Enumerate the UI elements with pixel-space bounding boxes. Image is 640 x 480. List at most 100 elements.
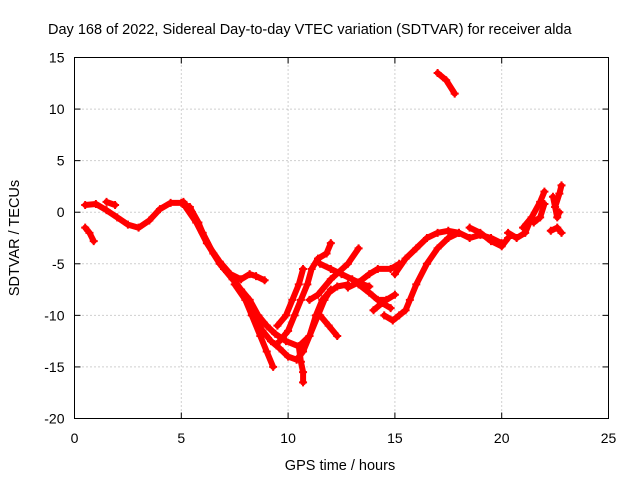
x-tick-label: 0 — [71, 430, 79, 446]
chart-title: Day 168 of 2022, Sidereal Day-to-day VTE… — [48, 22, 573, 38]
data-point-marker — [288, 295, 297, 304]
data-point-marker — [555, 189, 564, 198]
data-point-marker — [388, 316, 397, 325]
data-point-marker — [241, 295, 250, 304]
data-point-marker — [284, 352, 293, 361]
data-point-marker — [422, 259, 431, 268]
x-tick-label: 25 — [601, 430, 617, 446]
data-point-marker — [260, 276, 269, 285]
data-point-marker — [380, 311, 389, 320]
data-point-marker — [536, 213, 545, 222]
data-point-marker — [401, 254, 410, 263]
data-point-marker — [258, 326, 267, 335]
data-point-marker — [386, 264, 395, 273]
data-point-marker — [91, 199, 100, 208]
data-point-marker — [192, 218, 201, 227]
data-point-marker — [179, 197, 188, 206]
data-point-marker — [412, 244, 421, 253]
plot-frame — [74, 57, 609, 419]
data-point-marker — [465, 223, 474, 232]
data-point-marker — [354, 280, 363, 289]
data-point-marker — [215, 259, 224, 268]
data-point-marker — [134, 223, 143, 232]
data-point-marker — [504, 228, 513, 237]
y-tick-label: 0 — [57, 204, 65, 220]
x-tick-label: 5 — [177, 430, 185, 446]
data-point-marker — [553, 223, 562, 232]
data-point-marker — [273, 321, 282, 330]
data-point-marker — [262, 321, 271, 330]
data-point-marker — [275, 337, 284, 346]
data-point-marker — [519, 223, 528, 232]
series-track-2 — [82, 199, 268, 284]
data-point-marker — [145, 216, 154, 225]
x-tick-label: 20 — [494, 430, 510, 446]
data-point-marker — [299, 368, 308, 377]
series-track-21 — [520, 188, 548, 231]
data-point-marker — [314, 254, 323, 263]
data-point-marker — [294, 342, 303, 351]
data-point-marker — [487, 237, 496, 246]
data-point-marker — [245, 270, 254, 279]
data-point-marker — [390, 290, 399, 299]
data-point-marker — [303, 280, 312, 289]
data-point-marker — [386, 304, 395, 313]
data-point-marker — [365, 288, 374, 297]
data-point-marker — [333, 331, 342, 340]
y-tick-label: 15 — [49, 50, 65, 66]
series-track-9 — [295, 343, 307, 386]
y-tick-label: -20 — [44, 411, 64, 427]
data-point-marker — [102, 206, 111, 215]
y-tick-label: -15 — [44, 359, 64, 375]
data-point-marker — [324, 288, 333, 297]
data-point-marker — [450, 89, 459, 98]
data-point-marker — [343, 259, 352, 268]
data-point-marker — [81, 200, 90, 209]
data-point-marker — [228, 275, 237, 284]
data-point-marker — [555, 208, 564, 217]
data-point-marker — [230, 280, 239, 289]
data-point-marker — [557, 181, 566, 190]
data-point-marker — [252, 272, 261, 281]
data-point-marker — [529, 218, 538, 227]
data-point-marker — [476, 228, 485, 237]
data-point-marker — [267, 337, 276, 346]
data-point-marker — [540, 199, 549, 208]
data-point-marker — [369, 306, 378, 315]
series-track-15 — [381, 229, 505, 324]
data-point-marker — [181, 203, 190, 212]
data-point-marker — [314, 290, 323, 299]
data-point-marker — [113, 213, 122, 222]
data-point-marker — [316, 259, 325, 268]
data-point-marker — [546, 226, 555, 235]
series-track-20 — [505, 219, 533, 241]
data-point-marker — [155, 205, 164, 214]
data-point-marker — [271, 329, 280, 338]
data-point-marker — [390, 270, 399, 279]
data-point-marker — [85, 228, 94, 237]
data-point-marker — [512, 234, 521, 242]
data-point-marker — [305, 331, 314, 340]
data-point-marker — [275, 344, 284, 353]
data-point-marker — [202, 239, 211, 248]
data-point-marker — [465, 234, 474, 242]
data-point-marker — [373, 264, 382, 273]
data-point-marker — [262, 347, 271, 356]
data-point-marker — [305, 295, 314, 304]
data-point-marker — [284, 326, 293, 335]
data-point-marker — [497, 242, 506, 251]
grid-lines — [74, 57, 609, 419]
x-tick-label: 15 — [387, 430, 403, 446]
data-point-marker — [89, 237, 98, 246]
data-point-marker — [249, 311, 258, 320]
data-point-marker — [337, 270, 346, 279]
y-tick-label: 5 — [57, 153, 65, 169]
data-point-marker — [373, 295, 382, 304]
data-point-marker — [442, 76, 451, 85]
data-point-marker — [326, 264, 335, 273]
data-series — [81, 68, 566, 387]
data-point-marker — [316, 311, 325, 320]
data-point-marker — [454, 228, 463, 237]
y-tick-label: -10 — [44, 307, 64, 323]
